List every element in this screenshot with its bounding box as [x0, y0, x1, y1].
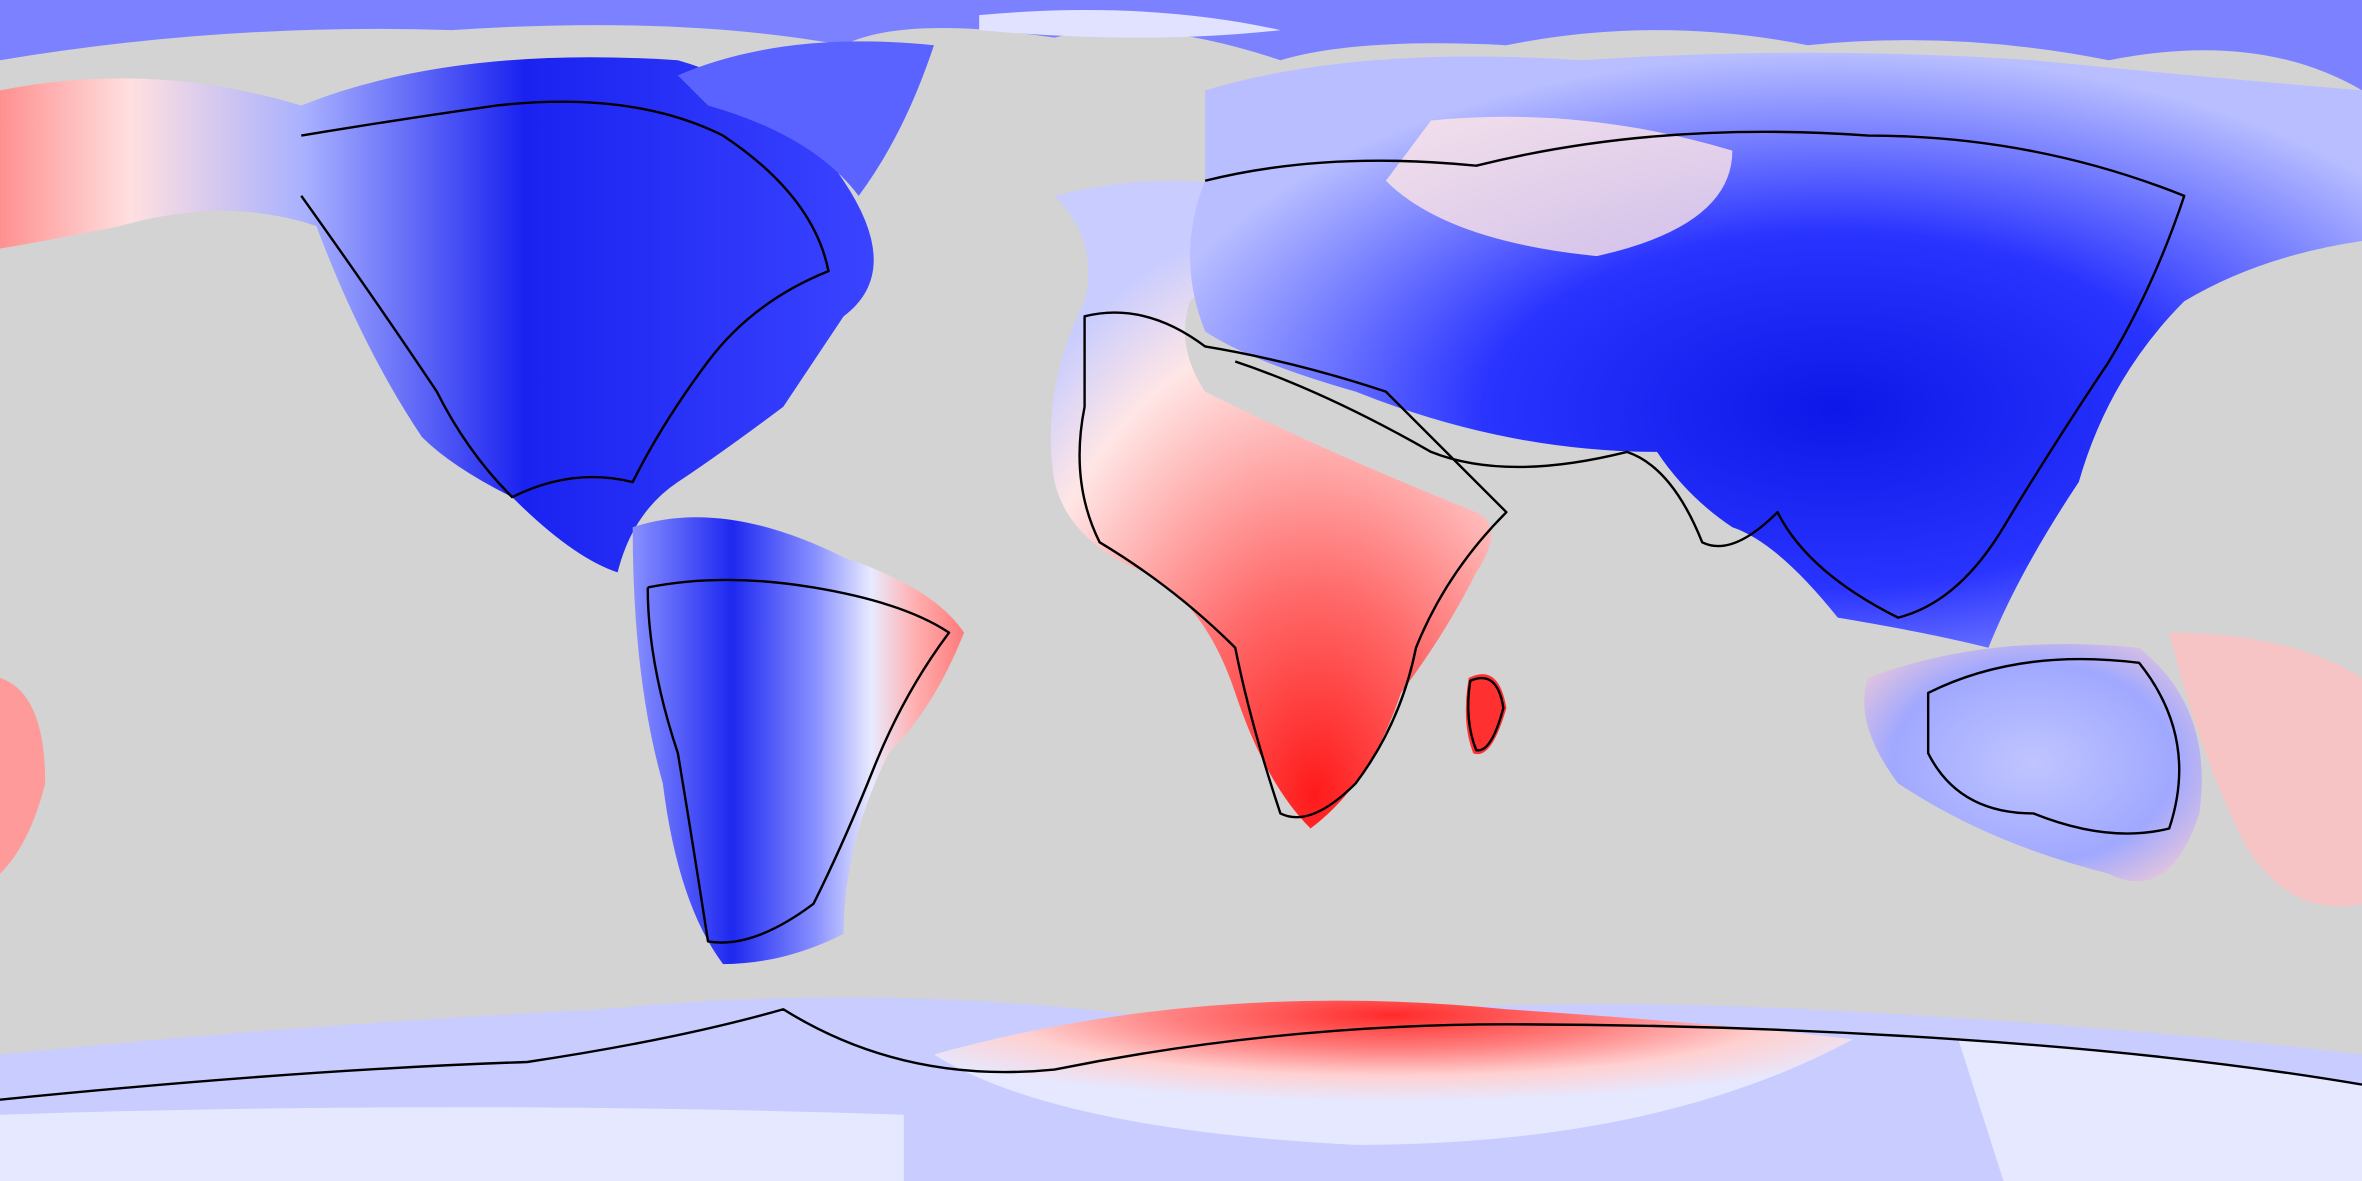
antarctic-warm — [933, 1000, 1853, 1145]
south-america — [632, 517, 965, 965]
greenland — [677, 41, 934, 196]
coastlines — [0, 100, 2362, 1101]
arctic-band — [0, 0, 2362, 91]
siberia-warm — [1385, 116, 1733, 257]
west-warm — [0, 677, 46, 874]
madagascar — [1465, 674, 1507, 755]
arctic-patch — [979, 10, 1281, 38]
pacific-warm — [2169, 632, 2362, 907]
antarctic-pale — [0, 1039, 2362, 1181]
australia — [1864, 643, 2202, 882]
north-america — [0, 57, 874, 573]
africa — [1050, 180, 1492, 829]
